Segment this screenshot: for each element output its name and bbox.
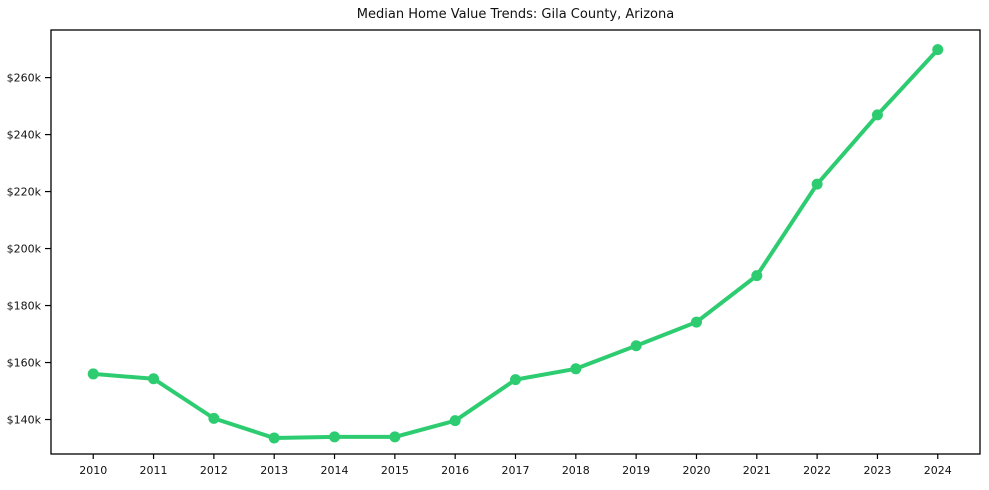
x-tick-label: 2012	[200, 464, 228, 477]
data-point-marker	[570, 363, 582, 375]
x-tick-label: 2011	[140, 464, 168, 477]
data-point-marker	[449, 415, 461, 427]
chart-title: Median Home Value Trends: Gila County, A…	[356, 7, 675, 22]
x-tick-label: 2019	[622, 464, 650, 477]
y-tick-label: $180k	[7, 300, 42, 313]
x-tick-label: 2024	[924, 464, 952, 477]
data-point-marker	[871, 109, 883, 121]
y-tick-label: $160k	[7, 357, 42, 370]
x-tick-label: 2021	[743, 464, 771, 477]
y-tick-label: $240k	[7, 129, 42, 142]
y-tick-label: $260k	[7, 72, 42, 85]
y-tick-label: $220k	[7, 186, 42, 199]
data-point-marker	[87, 368, 99, 380]
plot-border	[50, 29, 981, 455]
x-tick-label: 2016	[441, 464, 469, 477]
data-point-marker	[389, 431, 401, 443]
data-point-marker	[751, 270, 763, 282]
y-tick-label: $200k	[7, 243, 42, 256]
data-point-marker	[630, 340, 642, 352]
x-tick-label: 2020	[682, 464, 710, 477]
x-tick-label: 2022	[803, 464, 831, 477]
data-point-marker	[148, 373, 160, 385]
data-point-marker	[690, 316, 702, 328]
x-tick-label: 2017	[502, 464, 530, 477]
data-point-marker	[268, 432, 280, 444]
x-tick-label: 2013	[260, 464, 288, 477]
x-tick-label: 2010	[79, 464, 107, 477]
x-tick-label: 2018	[562, 464, 590, 477]
y-tick-label: $140k	[7, 414, 42, 427]
data-point-marker	[932, 44, 944, 56]
x-tick-label: 2023	[863, 464, 891, 477]
data-point-marker	[329, 431, 341, 443]
data-point-marker	[811, 178, 823, 190]
data-point-marker	[510, 374, 521, 386]
data-point-marker	[208, 412, 220, 424]
x-tick-label: 2014	[321, 464, 349, 477]
x-tick-label: 2015	[381, 464, 409, 477]
